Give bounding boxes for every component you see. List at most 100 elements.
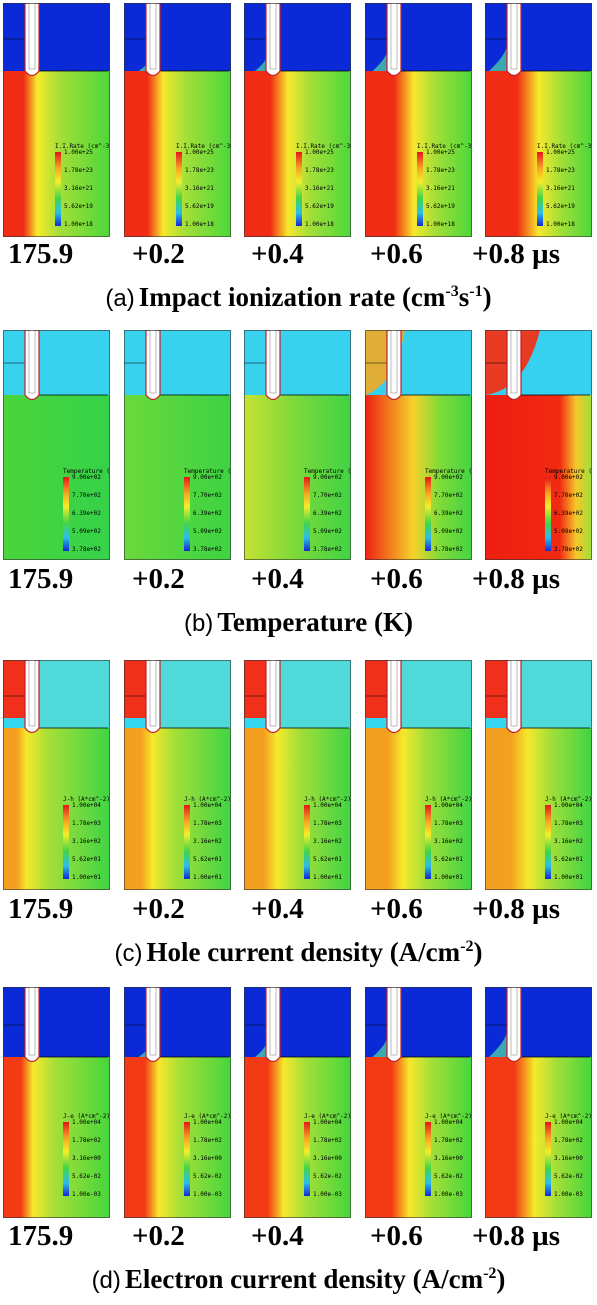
- legend-color-bar: [63, 1122, 69, 1196]
- legend-tick-label: 5.62e+01: [72, 856, 101, 863]
- legend-tick-label: 3.16e+02: [434, 838, 463, 845]
- color-legend: J-h (A*cm^-2) 1.00e+04 1.78e+03 3.16e+02 5.6…: [545, 796, 592, 886]
- legend-tick-label: 9.00e+02: [72, 474, 101, 481]
- legend-tick-label: 1.00e+04: [313, 1119, 342, 1126]
- legend-tick-label: 1.00e+01: [72, 874, 101, 881]
- simulation-panel: J-e (A*cm^-2) 1.00e+04 1.78e+02 3.16e+00 5.6…: [3, 987, 110, 1218]
- legend-tick-label: 9.00e+02: [193, 474, 222, 481]
- legend-tick-label: 1.00e-03: [434, 1191, 463, 1198]
- simulation-panel: I.I.Rate (cm^-3*s^-1)1.00e+25 1.78e+23 3.1…: [365, 3, 472, 237]
- legend-tick-label: 1.00e+25: [185, 149, 214, 156]
- time-label: +0.4: [251, 1220, 304, 1252]
- simulation-panel: J-h (A*cm^-2) 1.00e+04 1.78e+03 3.16e+02 5.6…: [3, 660, 110, 890]
- legend-tick-label: 3.16e+02: [313, 838, 342, 845]
- legend-tick-label: 5.62e+19: [305, 203, 334, 210]
- legend-tick-label: 1.78e+02: [434, 1137, 463, 1144]
- legend-tick-label: 1.78e+23: [305, 167, 334, 174]
- legend-color-bar: [63, 805, 69, 879]
- row-caption: (a) Impact ionization rate (cm-3s-1): [0, 282, 597, 313]
- caption-superscript: -2: [483, 1265, 497, 1282]
- legend-title: I.I.Rate (cm^-3*s^-1): [296, 143, 351, 150]
- caption-letter: (b): [183, 610, 214, 637]
- legend-color-bar: [304, 1122, 310, 1196]
- caption-letter: (d): [91, 1267, 121, 1294]
- legend-tick-label: 1.78e+03: [72, 820, 101, 827]
- legend-tick-label: 1.00e+18: [546, 221, 575, 228]
- legend-tick-label: 3.16e+21: [185, 185, 214, 192]
- color-legend: I.I.Rate (cm^-3*s^-1)1.00e+25 1.78e+23 3.1…: [55, 143, 110, 233]
- legend-tick-label: 5.09e+02: [554, 528, 583, 535]
- legend-color-bar: [184, 805, 190, 879]
- legend-color-bar: [304, 805, 310, 879]
- legend-tick-label: 1.00e+18: [426, 221, 455, 228]
- legend-title: J-e (A*cm^-2): [425, 1113, 472, 1120]
- legend-title: J-h (A*cm^-2): [184, 796, 231, 803]
- legend-tick-label: 3.78e+02: [434, 546, 463, 553]
- legend-tick-label: 5.62e+01: [193, 856, 222, 863]
- legend-tick-label: 1.78e+03: [554, 820, 583, 827]
- time-label: +0.8 µs: [472, 893, 561, 925]
- legend-tick-label: 5.62e+19: [426, 203, 455, 210]
- legend-tick-label: 7.70e+02: [434, 492, 463, 499]
- color-legend: Temperature (K)9.00e+02 7.70e+02 6.39e+02 5…: [304, 468, 351, 558]
- legend-title: J-e (A*cm^-2): [304, 1113, 351, 1120]
- legend-title: I.I.Rate (cm^-3*s^-1): [176, 143, 231, 150]
- caption-text: Electron current density (A/cm-2): [125, 1264, 506, 1294]
- color-legend: Temperature (K)9.00e+02 7.70e+02 6.39e+02 5…: [545, 468, 592, 558]
- legend-tick-label: 3.78e+02: [313, 546, 342, 553]
- legend-tick-label: 5.62e+19: [64, 203, 93, 210]
- contour-map: [485, 330, 592, 560]
- legend-tick-label: 5.09e+02: [193, 528, 222, 535]
- contour-map: [3, 330, 110, 560]
- legend-tick-label: 3.16e+21: [64, 185, 93, 192]
- legend-title: J-e (A*cm^-2): [545, 1113, 592, 1120]
- simulation-panel: Temperature (K)9.00e+02 7.70e+02 6.39e+02 5…: [3, 330, 110, 560]
- contour-map: [3, 987, 110, 1218]
- legend-color-bar: [545, 805, 551, 879]
- legend-color-bar: [417, 152, 423, 226]
- legend-tick-label: 5.62e-02: [72, 1173, 101, 1180]
- legend-tick-label: 7.70e+02: [554, 492, 583, 499]
- legend-tick-label: 5.09e+02: [434, 528, 463, 535]
- caption-text: Temperature (K): [217, 607, 413, 637]
- caption-end: ): [473, 937, 483, 967]
- caption-main: Impact ionization rate (cm: [138, 282, 446, 312]
- legend-tick-label: 3.78e+02: [554, 546, 583, 553]
- legend-tick-label: 1.78e+02: [193, 1137, 222, 1144]
- contour-map: [365, 330, 472, 560]
- legend-tick-label: 1.00e-03: [193, 1191, 222, 1198]
- legend-tick-label: 1.00e+25: [305, 149, 334, 156]
- simulation-panel: Temperature (K)9.00e+02 7.70e+02 6.39e+02 5…: [244, 330, 351, 560]
- legend-tick-label: 5.09e+02: [72, 528, 101, 535]
- color-legend: J-e (A*cm^-2) 1.00e+04 1.78e+02 3.16e+00 5.6…: [545, 1113, 592, 1203]
- legend-tick-label: 1.00e+25: [64, 149, 93, 156]
- legend-tick-label: 1.78e+03: [434, 820, 463, 827]
- caption-main: Hole current density (A/cm: [146, 937, 461, 967]
- contour-map: [124, 330, 231, 560]
- simulation-panel: J-e (A*cm^-2) 1.00e+04 1.78e+02 3.16e+00 5.6…: [124, 987, 231, 1218]
- simulation-panel: I.I.Rate (cm^-3*s^-1)1.00e+25 1.78e+23 3.1…: [485, 3, 592, 237]
- time-label: +0.8 µs: [472, 563, 561, 595]
- legend-color-bar: [304, 477, 310, 551]
- legend-tick-label: 6.39e+02: [434, 510, 463, 517]
- caption-letter: (c): [114, 940, 143, 967]
- legend-tick-label: 7.70e+02: [193, 492, 222, 499]
- caption-end: ): [482, 282, 492, 312]
- legend-title: Temperature (K): [425, 468, 472, 475]
- legend-tick-label: 1.00e+01: [434, 874, 463, 881]
- legend-color-bar: [296, 152, 302, 226]
- simulation-panel: I.I.Rate (cm^-3*s^-1)1.00e+25 1.78e+23 3.1…: [244, 3, 351, 237]
- legend-tick-label: 1.00e+01: [554, 874, 583, 881]
- legend-tick-label: 1.00e+18: [305, 221, 334, 228]
- contour-map: [485, 987, 592, 1218]
- time-label: 175.9: [8, 1220, 74, 1252]
- color-legend: J-e (A*cm^-2) 1.00e+04 1.78e+02 3.16e+00 5.6…: [304, 1113, 351, 1203]
- simulation-panel: I.I.Rate (cm^-3*s^-1)1.00e+25 1.78e+23 3.1…: [124, 3, 231, 237]
- contour-map: [485, 660, 592, 890]
- legend-color-bar: [425, 477, 431, 551]
- legend-tick-label: 1.00e+25: [426, 149, 455, 156]
- legend-tick-label: 1.78e+02: [554, 1137, 583, 1144]
- row-caption: (c) Hole current density (A/cm-2): [0, 937, 597, 968]
- legend-tick-label: 9.00e+02: [313, 474, 342, 481]
- legend-tick-label: 1.00e-03: [313, 1191, 342, 1198]
